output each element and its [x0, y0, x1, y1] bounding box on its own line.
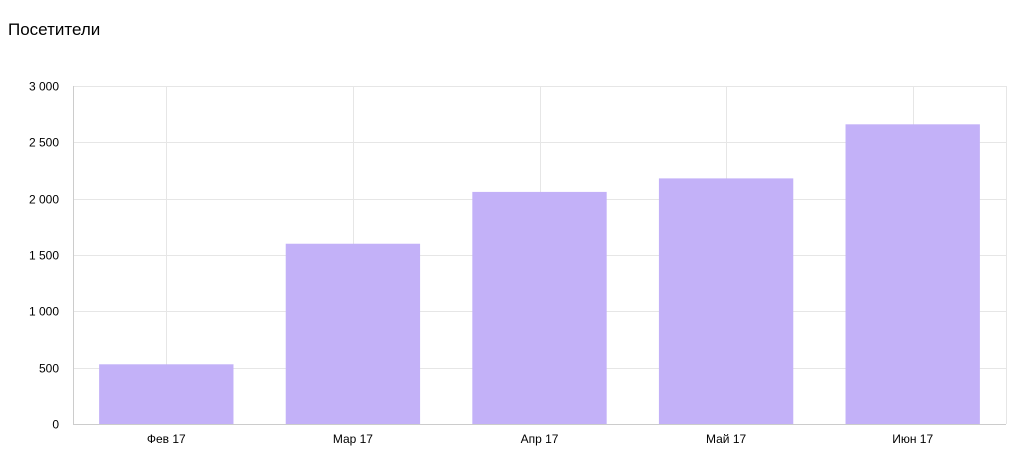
labels-layer: 0 500 1 000 1 500 2 000 2 500 3 000 Фев 17 Мар 1… [29, 80, 934, 447]
bar[interactable] [845, 124, 980, 424]
axis-layer [73, 86, 1006, 425]
bar[interactable] [658, 178, 794, 424]
x-tick-label: Апр 17 [521, 432, 559, 446]
x-tick-label: Июн 17 [892, 432, 933, 446]
bar[interactable] [99, 364, 234, 424]
bars-layer [99, 124, 980, 424]
y-tick-label: 2 000 [29, 193, 59, 207]
chart-title: Посетители [8, 20, 101, 39]
y-tick-label: 1 500 [29, 249, 59, 263]
y-tick-label: 3 000 [29, 80, 59, 94]
y-tick-label: 2 500 [29, 136, 59, 150]
y-tick-label: 500 [39, 362, 59, 376]
x-tick-label: Мар 17 [333, 432, 373, 446]
x-tick-label: Май 17 [706, 432, 747, 446]
bar[interactable] [285, 243, 421, 424]
y-tick-label: 0 [52, 418, 59, 432]
y-tick-label: 1 000 [29, 305, 59, 319]
x-tick-label: Фев 17 [147, 432, 186, 446]
bar[interactable] [472, 191, 607, 424]
